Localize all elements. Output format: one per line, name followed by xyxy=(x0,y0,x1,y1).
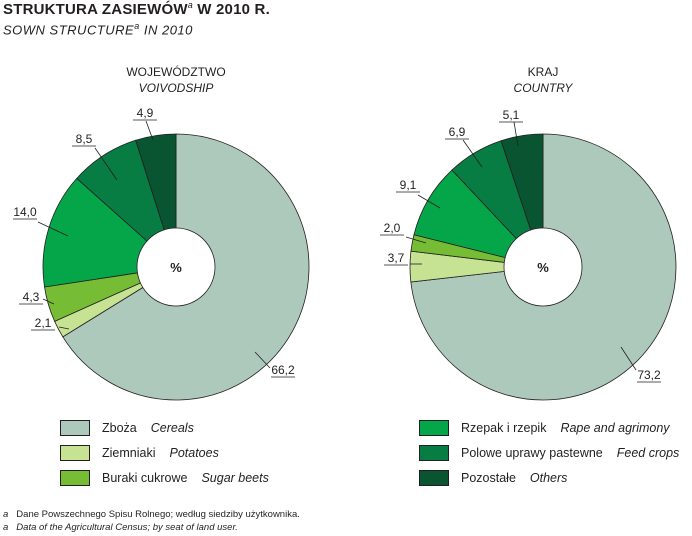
leader-line xyxy=(145,120,154,141)
donut-subtitle: COUNTRY xyxy=(514,81,574,95)
legend-label-en: Sugar beets xyxy=(201,471,269,485)
leader-line xyxy=(417,194,441,209)
legend-item-feed-crops: Polowe uprawy pastewne Feed crops xyxy=(419,444,679,462)
legend-label-pl: Pozostałe xyxy=(461,471,516,485)
footnote-text-en: Data of the Agricultural Census; by seat… xyxy=(16,522,238,533)
donut-hole xyxy=(503,227,583,307)
donut-country: % KRAJ COUNTRY 73,2 3,7 2,0 9,1 6,9 5,1 xyxy=(380,65,677,401)
slice-value-label: 73,2 xyxy=(637,368,661,382)
slice-value-label: 9,1 xyxy=(400,178,417,192)
donut-center-label: % xyxy=(170,260,182,275)
legend-label-en: Potatoes xyxy=(169,446,219,460)
legend-label-pl: Buraki cukrowe xyxy=(102,471,188,485)
legend-label-pl: Ziemniaki xyxy=(102,446,156,460)
leader-line xyxy=(405,236,427,244)
slice-value-label: 14,0 xyxy=(13,205,37,219)
legend-item-cereals: Zboża Cereals xyxy=(60,419,194,437)
legend-item-rape: Rzepak i rzepik Rape and agrimony xyxy=(419,419,670,437)
legend-swatch xyxy=(60,445,90,461)
legend-item-potatoes: Ziemniaki Potatoes xyxy=(60,444,219,462)
legend-swatch xyxy=(419,420,449,436)
footnote-pl: a Dane Powszechnego Spisu Rolnego; według… xyxy=(3,509,300,520)
leader-line xyxy=(513,121,519,147)
legend-label-en: Others xyxy=(529,471,568,485)
legend-label-en: Rape and agrimony xyxy=(560,421,670,435)
footnote-mark: a xyxy=(3,522,9,533)
donut-center-label: % xyxy=(537,260,549,275)
legend-label-en: Feed crops xyxy=(616,446,680,460)
leader-line xyxy=(620,346,637,371)
leader-line xyxy=(94,147,118,181)
legend-swatch xyxy=(60,470,90,486)
donut-title: WOJEWÓDZTWO xyxy=(126,64,225,79)
footnote-text-pl: Dane Powszechnego Spisu Rolnego; według … xyxy=(16,509,300,520)
subtitle-footnote-mark: a xyxy=(134,21,140,31)
slice-value-label: 3,7 xyxy=(388,251,405,265)
slice-value-label: 2,0 xyxy=(384,221,401,235)
donut-hole xyxy=(136,227,216,307)
slice-value-label: 8,5 xyxy=(76,132,93,146)
leader-line xyxy=(462,139,483,168)
footnote-mark: a xyxy=(3,509,9,520)
legend-swatch xyxy=(60,420,90,436)
legend-item-sugar-beets: Buraki cukrowe Sugar beets xyxy=(60,469,269,487)
leader-line xyxy=(254,351,271,369)
donut-voivodship: % WOJEWÓDZTWO VOIVODSHIP 66,2 2,1 4,3 14,0 8,5 4… xyxy=(13,64,310,401)
donut-subtitle: VOIVODSHIP xyxy=(139,81,214,95)
leader-line xyxy=(42,298,55,305)
legend-label-pl: Zboża xyxy=(102,421,137,435)
footnote-en: a Data of the Agricultural Census; by sea… xyxy=(3,522,238,533)
slice-value-label: 4,9 xyxy=(137,106,154,120)
chart-title: STRUKTURA ZASIEWÓWa W 2010 R. xyxy=(3,0,270,18)
slice-value-label: 5,1 xyxy=(503,108,520,122)
legend-item-others: Pozostałe Others xyxy=(419,469,567,487)
slice-value-label: 4,3 xyxy=(23,290,40,304)
legend-swatch xyxy=(419,445,449,461)
chart-subtitle: SOWN STRUCTUREa IN 2010 xyxy=(3,21,193,38)
legend-label-pl: Polowe uprawy pastewne xyxy=(461,446,603,460)
legend-label-pl: Rzepak i rzepik xyxy=(461,421,547,435)
slice-value-label: 66,2 xyxy=(271,363,295,377)
title-footnote-mark: a xyxy=(187,0,193,10)
leader-line xyxy=(37,221,69,237)
leader-line xyxy=(58,326,70,330)
donut-title: KRAJ xyxy=(528,65,559,79)
legend-label-en: Cereals xyxy=(150,421,194,435)
legend-swatch xyxy=(419,470,449,486)
slice-value-label: 6,9 xyxy=(449,125,466,139)
slice-value-label: 2,1 xyxy=(35,316,52,330)
